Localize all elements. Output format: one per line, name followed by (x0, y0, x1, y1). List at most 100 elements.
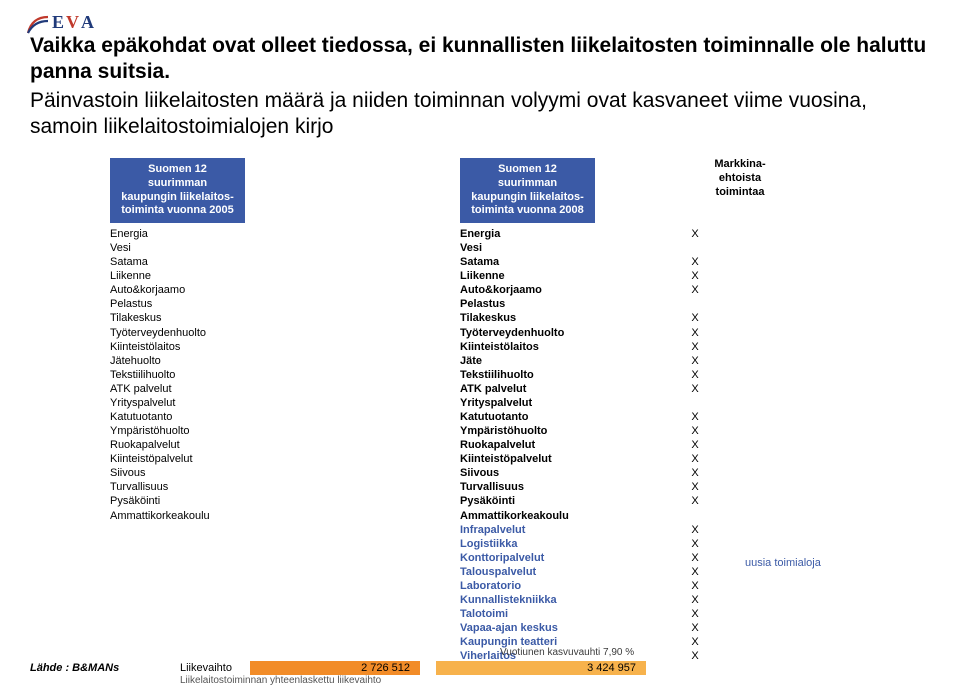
mark-cell: X (650, 382, 740, 396)
new-domains-tag: uusia toimialoja (745, 557, 821, 569)
mark-cell: X (650, 551, 740, 565)
mark-cell: X (650, 368, 740, 382)
list-item: ATK palvelut (460, 382, 650, 396)
mark-cell: X (650, 326, 740, 340)
logo: E V A (30, 12, 930, 33)
list-item-new: Talotoimi (460, 607, 650, 621)
list-item-new: Logistiikka (460, 537, 650, 551)
mark-cell: X (650, 523, 740, 537)
list-item: Satama (110, 255, 460, 269)
mark-cell (650, 297, 740, 311)
list-item-new: Vapaa-ajan keskus (460, 621, 650, 635)
list-item: Siivous (460, 466, 650, 480)
header-left: Suomen 12 suurimman kaupungin liikelaito… (110, 158, 245, 223)
mark-cell (650, 509, 740, 523)
list-item: Pelastus (460, 297, 650, 311)
list-item: Tilakeskus (460, 311, 650, 325)
revenue-2008: 3 424 957 (436, 661, 646, 675)
mark-column: X XXX XXXXXX XXXXXXX XXXXXXXXXX (650, 227, 740, 663)
list-item: Kiinteistöpalvelut (110, 452, 460, 466)
logo-letter-a: A (81, 12, 94, 33)
page-title: Vaikka epäkohdat ovat olleet tiedossa, e… (30, 33, 930, 86)
right-column: EnergiaVesiSatamaLiikenneAuto&korjaamoPe… (460, 227, 650, 663)
header-mark: Markkina- ehtoista toimintaa (695, 158, 785, 223)
list-item-new: Laboratorio (460, 579, 650, 593)
mark-cell: X (650, 635, 740, 649)
mark-cell: X (650, 480, 740, 494)
bottom-bar: Vuotiunen kasvuvauhti 7,90 % Lähde : B&M… (30, 661, 930, 686)
header-mark-line: ehtoista (695, 172, 785, 186)
list-item-new: Konttoripalvelut (460, 551, 650, 565)
mark-cell: X (650, 354, 740, 368)
list-item: Liikenne (460, 269, 650, 283)
mark-cell: X (650, 227, 740, 241)
mark-cell: X (650, 537, 740, 551)
column-headers: Suomen 12 suurimman kaupungin liikelaito… (110, 158, 930, 223)
mark-cell: X (650, 621, 740, 635)
list-item: Vesi (110, 241, 460, 255)
mark-cell: X (650, 410, 740, 424)
source-label: Lähde : B&MANs (30, 662, 180, 674)
list-item: Pysäköinti (110, 494, 460, 508)
list-item-new: Talouspalvelut (460, 565, 650, 579)
list-item: Satama (460, 255, 650, 269)
mark-cell: X (650, 311, 740, 325)
mark-cell: X (650, 607, 740, 621)
list-item: Turvallisuus (110, 480, 460, 494)
list-item: Energia (110, 227, 460, 241)
mark-cell: X (650, 255, 740, 269)
revenue-label: Liikevaihto (180, 662, 250, 674)
header-right-line: kaupungin liikelaitos- (468, 191, 587, 205)
mark-cell: X (650, 466, 740, 480)
list-item: Katutuotanto (460, 410, 650, 424)
list-item: Yrityspalvelut (460, 396, 650, 410)
mark-cell: X (650, 494, 740, 508)
header-left-line: Suomen 12 suurimman (118, 163, 237, 191)
header-right-line: Suomen 12 suurimman (468, 163, 587, 191)
list-columns: EnergiaVesiSatamaLiikenneAuto&korjaamoPe… (110, 227, 930, 663)
list-item: Energia (460, 227, 650, 241)
mark-cell (650, 396, 740, 410)
list-item-new: Kunnallistekniikka (460, 593, 650, 607)
logo-letter-v: V (66, 12, 79, 33)
mark-cell: X (650, 452, 740, 466)
mark-cell: X (650, 283, 740, 297)
header-mark-line: Markkina- (695, 158, 785, 172)
combined-revenue-label: Liikelaitostoiminnan yhteenlaskettu liik… (180, 675, 930, 686)
list-item: Liikenne (110, 269, 460, 283)
mark-cell: X (650, 269, 740, 283)
header-left-line: kaupungin liikelaitos- (118, 191, 237, 205)
mark-cell: X (650, 579, 740, 593)
list-item: Ruokapalvelut (110, 438, 460, 452)
list-item: Auto&korjaamo (460, 283, 650, 297)
list-item: Työterveydenhuolto (110, 326, 460, 340)
list-item: Ympäristöhuolto (460, 424, 650, 438)
list-item: Siivous (110, 466, 460, 480)
list-item: Jäte (460, 354, 650, 368)
list-item: Kiinteistölaitos (460, 340, 650, 354)
mark-cell: X (650, 565, 740, 579)
list-item: Auto&korjaamo (110, 283, 460, 297)
mark-cell (650, 241, 740, 255)
header-left-line: toiminta vuonna 2005 (118, 204, 237, 218)
page-subtitle: Päinvastoin liikelaitosten määrä ja niid… (30, 88, 930, 141)
logo-letter-e: E (52, 12, 64, 33)
list-item: Tekstiilihuolto (110, 368, 460, 382)
list-item: ATK palvelut (110, 382, 460, 396)
mark-cell: X (650, 424, 740, 438)
list-item: Katutuotanto (110, 410, 460, 424)
revenue-2005: 2 726 512 (250, 661, 420, 675)
header-right: Suomen 12 suurimman kaupungin liikelaito… (460, 158, 595, 223)
list-item: Pelastus (110, 297, 460, 311)
header-mark-line: toimintaa (695, 186, 785, 200)
mark-cell: X (650, 593, 740, 607)
list-item: Kiinteistöpalvelut (460, 452, 650, 466)
list-item: Kiinteistölaitos (110, 340, 460, 354)
left-column: EnergiaVesiSatamaLiikenneAuto&korjaamoPe… (110, 227, 460, 663)
list-item: Vesi (460, 241, 650, 255)
growth-rate: Vuotiunen kasvuvauhti 7,90 % (500, 647, 634, 658)
mark-cell: X (650, 438, 740, 452)
list-item: Jätehuolto (110, 354, 460, 368)
header-right-line: toiminta vuonna 2008 (468, 204, 587, 218)
list-item: Yrityspalvelut (110, 396, 460, 410)
